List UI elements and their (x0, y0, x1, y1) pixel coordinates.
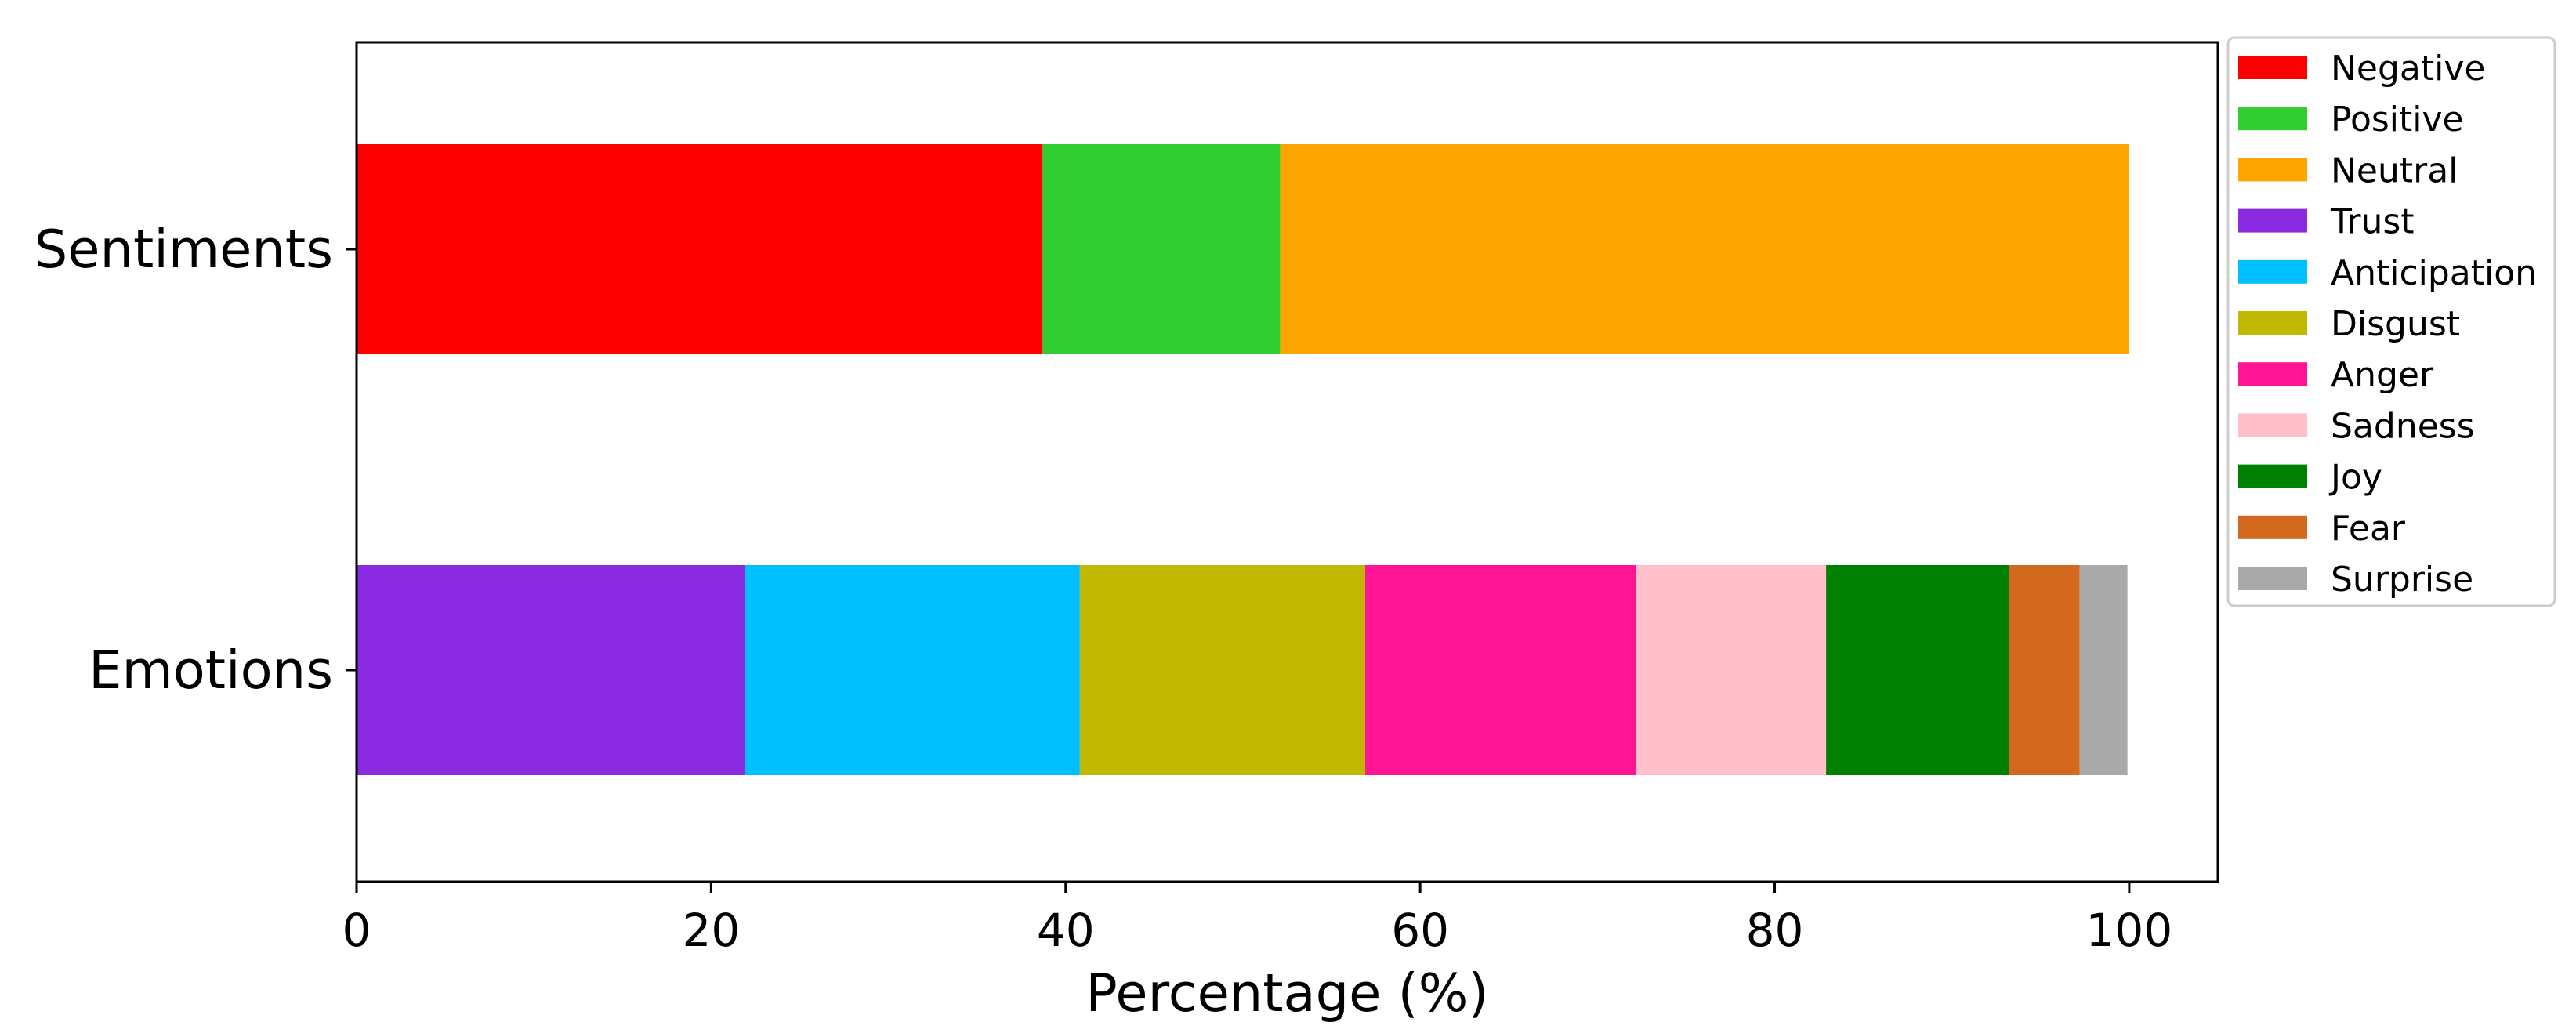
bar-emotions-disgust (1079, 565, 1366, 775)
legend-swatch-positive (2238, 107, 2307, 131)
x-tick-label: 80 (1746, 904, 1804, 957)
x-tick-label: 0 (342, 904, 371, 957)
category-label-sentiments: Sentiments (34, 219, 333, 280)
legend: Negative Positive Neutral Trust Anticipation… (2226, 36, 2556, 607)
legend-swatch-surprise (2238, 567, 2307, 590)
legend-swatch-trust (2238, 208, 2307, 233)
x-axis: 0 20 40 60 80 100 (342, 882, 2173, 957)
legend-swatch-disgust (2238, 311, 2307, 335)
legend-label-sadness: Sadness (2331, 406, 2475, 446)
legend-swatch-neutral (2238, 158, 2307, 182)
category-label-emotions: Emotions (89, 640, 333, 701)
legend-label-neutral: Neutral (2331, 150, 2458, 190)
legend-swatch-anticipation (2238, 259, 2307, 284)
legend-box (2226, 36, 2556, 607)
x-tick-label: 60 (1391, 904, 1449, 957)
legend-label-disgust: Disgust (2331, 304, 2460, 344)
x-tick-label: 20 (682, 904, 740, 957)
legend-label-trust: Trust (2330, 202, 2415, 242)
bar-emotions-anger (1365, 565, 1637, 775)
legend-label-positive: Positive (2331, 100, 2464, 140)
bar-sentiments-neutral (1280, 144, 2129, 354)
bar-emotions-anticipation (745, 565, 1080, 775)
legend-swatch-joy (2238, 464, 2307, 488)
bar-emotions-fear (2009, 565, 2080, 775)
legend-swatch-anger (2238, 362, 2307, 386)
y-axis: Sentiments Emotions (34, 219, 357, 701)
plot-frame (355, 41, 2219, 883)
legend-label-negative: Negative (2331, 49, 2485, 89)
bar-emotions-sadness (1636, 565, 1827, 775)
bar-sentiments-negative (357, 144, 1043, 354)
legend-label-anticipation: Anticipation (2331, 253, 2537, 293)
bar-emotions-trust (357, 565, 745, 775)
bars-layer (357, 144, 2129, 775)
legend-swatch-fear (2238, 515, 2307, 539)
x-axis-label: Percentage (%) (1085, 962, 1488, 1024)
legend-swatch-negative (2238, 56, 2307, 79)
bar-sentiments-positive (1042, 144, 1281, 354)
x-tick-label: 100 (2086, 904, 2173, 957)
legend-label-fear: Fear (2331, 509, 2406, 549)
x-tick-label: 40 (1037, 904, 1095, 957)
legend-label-surprise: Surprise (2331, 560, 2473, 600)
legend-label-joy: Joy (2328, 458, 2382, 498)
bar-emotions-surprise (2079, 565, 2128, 775)
legend-label-anger: Anger (2331, 355, 2434, 395)
legend-swatch-sadness (2238, 413, 2307, 437)
bar-emotions-joy (1826, 565, 2009, 775)
